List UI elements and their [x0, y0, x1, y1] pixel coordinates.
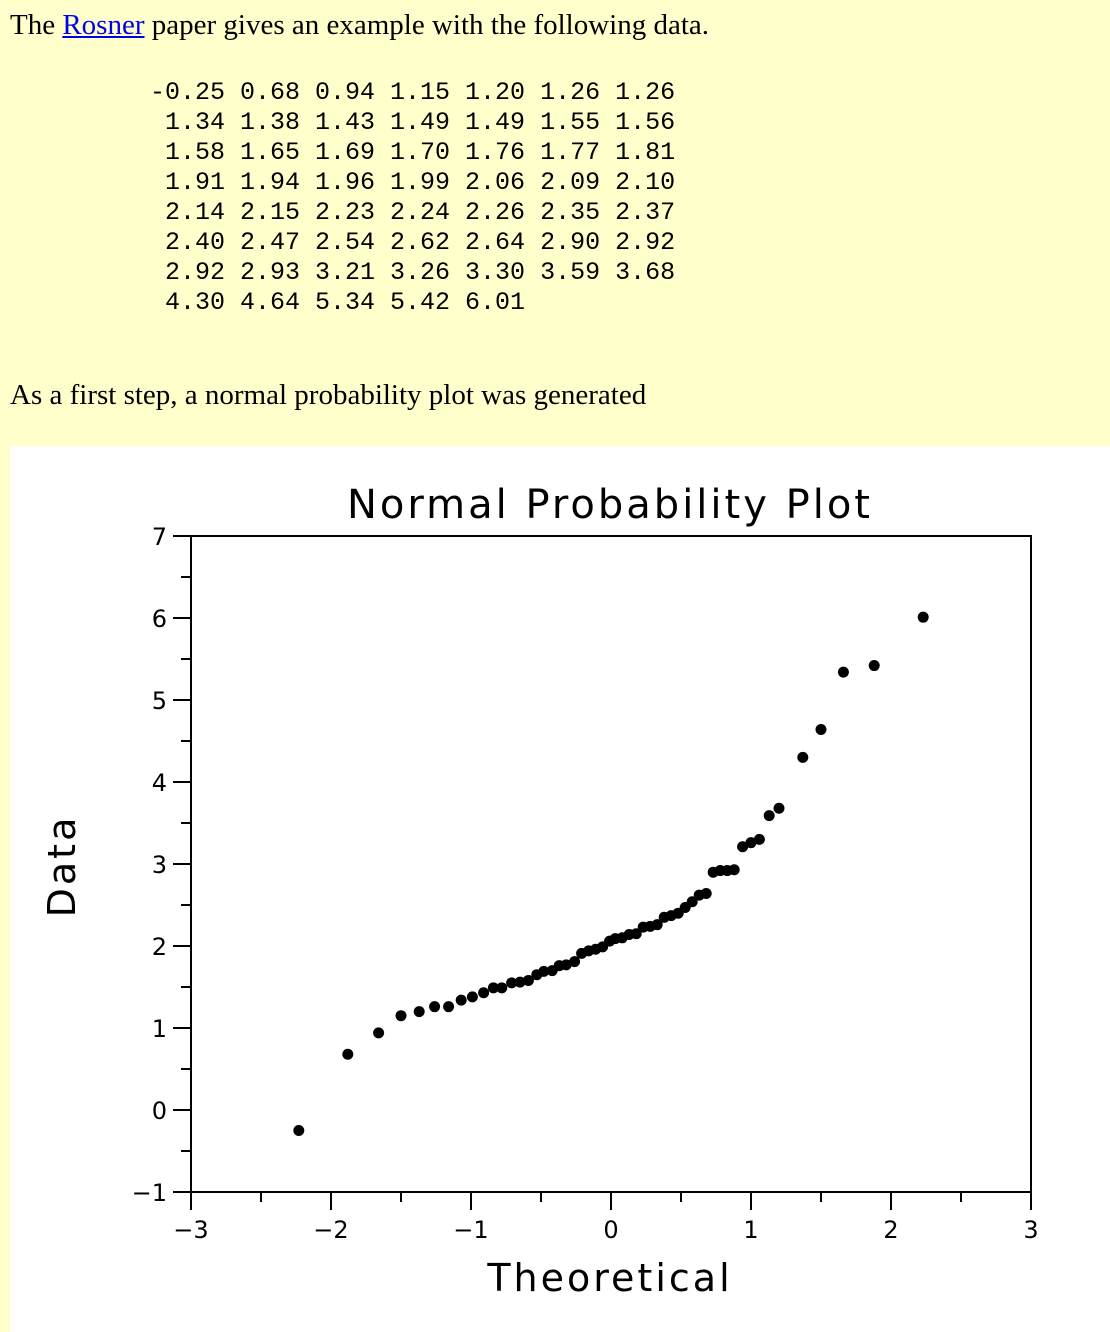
data-point [745, 837, 757, 849]
y-tick-label: 3 [152, 851, 167, 879]
y-tick-label: 7 [152, 523, 167, 551]
data-row: 2.14 2.15 2.23 2.24 2.26 2.35 2.37 [150, 198, 676, 227]
data-point [455, 994, 467, 1006]
data-point [868, 660, 880, 672]
plot-frame [190, 535, 1032, 1193]
data-point [630, 928, 642, 940]
data-point [651, 919, 663, 931]
data-point [395, 1010, 407, 1022]
data-point [522, 974, 534, 986]
data-point [496, 982, 508, 994]
data-row: 1.58 1.65 1.69 1.70 1.76 1.77 1.81 [150, 138, 676, 167]
y-tick-label: 1 [152, 1015, 167, 1043]
intro-paragraph: The Rosner paper gives an example with t… [10, 6, 709, 44]
x-tick-label: −1 [453, 1216, 488, 1244]
x-tick-label: 2 [883, 1216, 898, 1244]
data-point [700, 888, 712, 900]
data-row: 2.92 2.93 3.21 3.26 3.30 3.59 3.68 [150, 258, 676, 287]
data-point [466, 991, 478, 1003]
data-row: 2.40 2.47 2.54 2.62 2.64 2.90 2.92 [150, 228, 676, 257]
data-point [797, 751, 809, 763]
data-point [815, 724, 827, 736]
data-row: 1.91 1.94 1.96 1.99 2.06 2.09 2.10 [150, 168, 676, 197]
y-tick-label: 0 [152, 1097, 167, 1125]
data-row: 1.34 1.38 1.43 1.49 1.49 1.55 1.56 [150, 108, 676, 137]
data-point [487, 982, 499, 994]
data-point [293, 1125, 305, 1136]
data-point [737, 841, 749, 853]
data-point [443, 1001, 455, 1013]
x-tick-label: −2 [313, 1216, 348, 1244]
x-tick-label: −3 [173, 1216, 208, 1244]
data-row: -0.25 0.68 0.94 1.15 1.20 1.26 1.26 [150, 78, 676, 107]
step-paragraph: As a first step, a normal probability pl… [10, 379, 647, 411]
data-point [773, 802, 785, 814]
y-tick-label: 2 [152, 933, 167, 961]
data-point [478, 987, 490, 999]
chart-title: Normal Probability Plot [347, 482, 873, 528]
data-point [514, 976, 526, 988]
data-point [728, 864, 740, 876]
data-point [342, 1048, 354, 1060]
data-point [560, 959, 572, 971]
intro-text-before: The [10, 9, 63, 41]
x-tick-label: 1 [743, 1216, 758, 1244]
data-point [753, 833, 765, 845]
y-axis-label: Data [40, 815, 84, 918]
data-point [837, 666, 849, 678]
intro-text-after: paper gives an example with the followin… [144, 9, 710, 41]
data-point [917, 611, 929, 623]
x-tick-label: 3 [1023, 1216, 1038, 1244]
data-point [373, 1027, 385, 1039]
data-point [763, 810, 775, 822]
data-row: 4.30 4.64 5.34 5.42 6.01 [150, 288, 526, 317]
y-tick-label: 5 [152, 687, 167, 715]
data-listing: -0.25 0.68 0.94 1.15 1.20 1.26 1.26 1.34… [150, 78, 675, 318]
y-tick-label: 4 [152, 769, 167, 797]
data-point [538, 965, 550, 977]
axes: −3 −2 −1 0 1 2 3 −1 0 1 2 3 4 5 6 7 [132, 523, 1039, 1244]
x-axis-label: Theoretical [486, 1256, 732, 1300]
y-tick-label: −1 [132, 1179, 167, 1207]
data-point [569, 956, 581, 968]
data-point [413, 1006, 425, 1018]
data-points [293, 611, 929, 1136]
data-point [429, 1001, 441, 1013]
normal-probability-plot: Normal Probability Plot −3 −2 −1 0 1 2 3 −1 0 1 2 3… [40, 482, 1039, 1300]
plot-panel: Normal Probability Plot −3 −2 −1 0 1 2 3 −1 0 1 2 3… [10, 446, 1110, 1332]
x-tick-label: 0 [603, 1216, 618, 1244]
y-tick-label: 6 [152, 605, 167, 633]
data-point [506, 977, 518, 989]
rosner-link[interactable]: Rosner [62, 9, 145, 41]
data-point [686, 896, 698, 908]
